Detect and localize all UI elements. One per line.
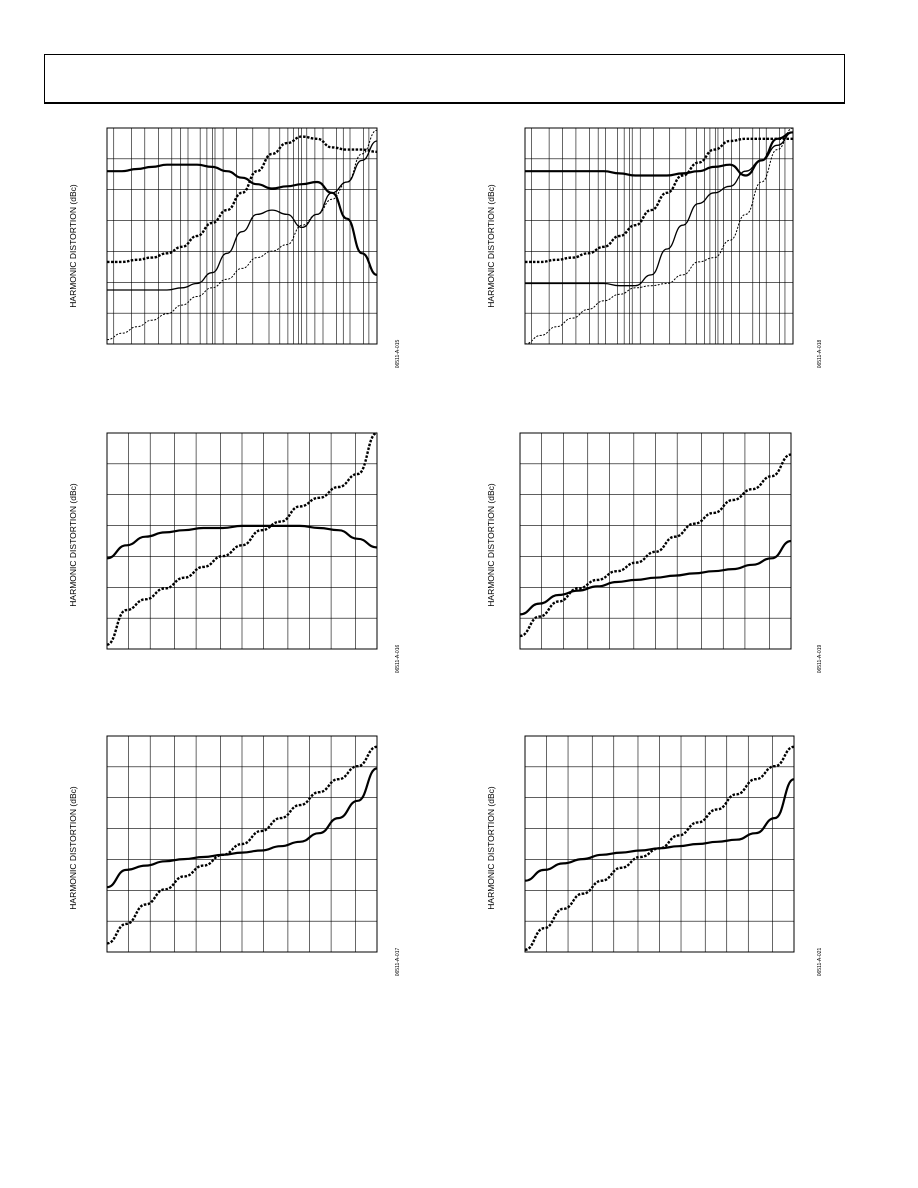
chart-panel-3: HARMONIC DISTORTION (dBc) 06511-A-016 [60,430,440,680]
series-line-2 [106,431,378,646]
series-line-4 [524,127,794,345]
series-line-3 [525,131,794,287]
chart-svg [106,127,378,345]
series-line-2 [525,137,793,264]
series-line-1 [106,524,378,560]
figure-id: 06511-A-016 [395,644,401,674]
series-line-3 [107,140,378,291]
chart-svg [106,735,378,953]
plot-frame [524,127,794,345]
chart-panel-5: HARMONIC DISTORTION (dBc) 06511-A-017 [60,733,440,983]
series-line-1 [519,539,792,616]
chart-panel-2: HARMONIC DISTORTION (dBc) 06511-A-018 [478,125,858,375]
chart-panel-1: HARMONIC DISTORTION (dBc) 06511-A-015 [60,125,440,375]
figure-id: 06511-A-015 [395,339,401,369]
series-line-2 [519,453,792,638]
series-line-4 [106,129,378,341]
plot-frame [106,127,378,345]
chart-panel-6: HARMONIC DISTORTION (dBc) 06511-A-021 [478,733,858,983]
chart-svg [106,431,378,650]
figure-id: 06511-A-018 [817,339,823,369]
series-line-2 [107,135,378,264]
chart-svg [519,432,792,650]
series-line-1 [525,131,794,177]
series-line-2 [106,745,378,945]
series-line-1 [106,767,378,889]
chart-svg [524,127,794,345]
figure-id: 06511-A-017 [395,947,401,977]
page-header-box [44,54,845,102]
chart-panel-4: HARMONIC DISTORTION (dBc) 06511-A-019 [478,430,858,680]
figure-id: 06511-A-021 [817,947,823,977]
page-header-rule [44,102,845,104]
series-line-2 [524,745,795,951]
chart-svg [524,735,795,953]
figure-id: 06511-A-019 [817,644,823,674]
